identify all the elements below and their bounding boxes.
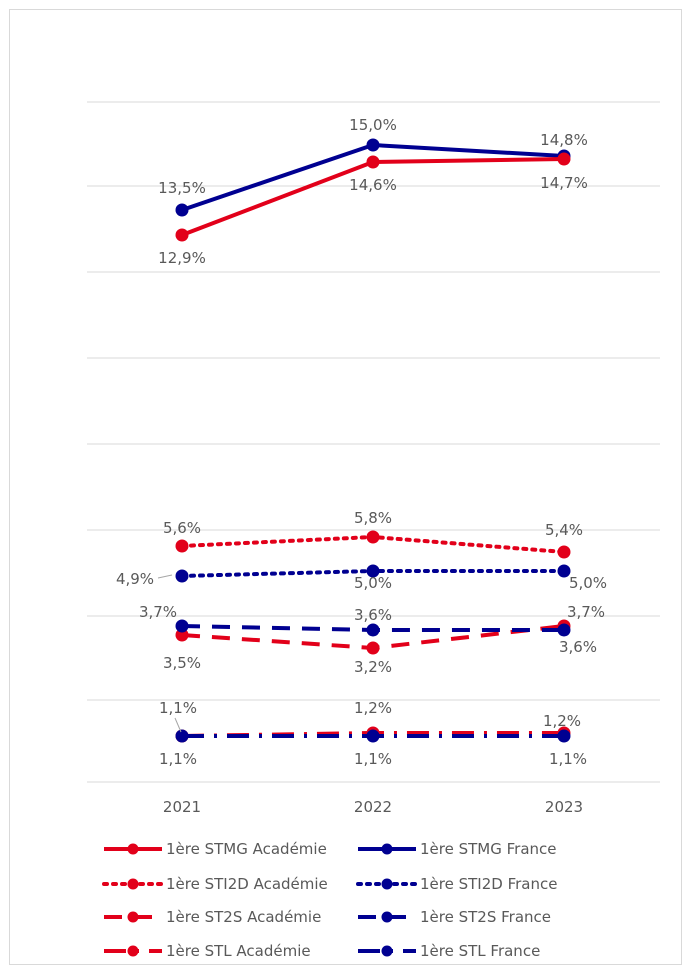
data-point [557, 545, 571, 559]
data-point [175, 619, 189, 633]
data-point [366, 530, 380, 544]
series-3 [175, 564, 571, 583]
legend-label: 1ère ST2S Académie [166, 908, 321, 926]
data-label: 1,1% [354, 750, 392, 768]
data-label: 1,1% [159, 699, 197, 717]
chart-frame [9, 9, 682, 965]
data-point [557, 564, 571, 578]
data-label: 5,4% [545, 521, 583, 539]
data-label: 14,8% [540, 131, 588, 149]
legend-marker [381, 911, 393, 923]
legend-label: 1ère STL Académie [166, 942, 311, 960]
legend-label: 1ère ST2S France [420, 908, 551, 926]
legend-item: 1ère ST2S France [358, 908, 551, 926]
data-label: 15,0% [349, 116, 397, 134]
legend-label: 1ère STMG France [420, 840, 557, 858]
data-label: 3,7% [567, 603, 605, 621]
data-label: 5,8% [354, 509, 392, 527]
series-line [180, 157, 566, 237]
gridlines [87, 101, 660, 783]
data-point [175, 729, 189, 743]
legend-item: 1ère STL France [358, 942, 540, 960]
data-point [175, 539, 189, 553]
series-5 [175, 619, 571, 637]
series-2 [175, 530, 571, 559]
x-tick-label: 2022 [354, 798, 392, 816]
data-point [366, 138, 380, 152]
legend: 1ère STMG Académie 1ère STMG France 1ère S… [102, 840, 557, 960]
legend-marker [381, 945, 393, 957]
x-tick-label: 2023 [545, 798, 583, 816]
data-point [175, 203, 189, 217]
x-axis-ticks: 2021 2022 2023 [163, 798, 583, 816]
data-point [366, 623, 380, 637]
x-tick-label: 2021 [163, 798, 201, 816]
legend-label: 1ère STL France [420, 942, 540, 960]
data-point [557, 623, 571, 637]
data-label: 3,6% [354, 606, 392, 624]
data-label: 5,0% [354, 574, 392, 592]
data-label: 14,7% [540, 174, 588, 192]
legend-marker [381, 878, 393, 890]
legend-item: 1ère STL Académie [104, 942, 311, 960]
leader-line [157, 574, 173, 579]
data-label: 3,2% [354, 658, 392, 676]
data-label: 5,0% [569, 574, 607, 592]
data-label: 1,1% [549, 750, 587, 768]
data-point [366, 641, 380, 655]
legend-marker [127, 843, 139, 855]
leader-line [174, 717, 182, 733]
legend-item: 1ère STI2D Académie [102, 875, 328, 893]
legend-item: 1ère STMG France [358, 840, 557, 858]
data-label: 3,5% [163, 654, 201, 672]
data-label: 1,1% [159, 750, 197, 768]
data-label: 12,9% [158, 249, 206, 267]
legend-label: 1ère STMG Académie [166, 840, 327, 858]
data-point [366, 155, 380, 169]
legend-label: 1ère STI2D France [420, 875, 557, 893]
series-0 [175, 152, 571, 242]
legend-item: 1ère STI2D France [356, 875, 557, 893]
data-labels: 12,9% 14,6% 14,7% 13,5% 15,0% 14,8% 5,6% 5,8% 5,… [116, 116, 607, 768]
data-point [366, 564, 380, 578]
series-7 [175, 729, 571, 743]
data-label: 3,7% [139, 603, 177, 621]
data-label: 13,5% [158, 179, 206, 197]
data-label: 5,6% [163, 519, 201, 537]
data-label: 1,2% [354, 699, 392, 717]
data-label: 1,2% [543, 712, 581, 730]
data-label: 14,6% [349, 176, 397, 194]
legend-marker [127, 878, 139, 890]
legend-label: 1ère STI2D Académie [166, 875, 328, 893]
data-point [175, 628, 189, 642]
data-point [175, 228, 189, 242]
legend-marker [127, 945, 139, 957]
legend-marker [381, 843, 393, 855]
legend-item: 1ère ST2S Académie [104, 908, 321, 926]
data-label: 3,6% [559, 638, 597, 656]
data-point [557, 152, 571, 166]
series-1 [175, 138, 571, 217]
data-point [366, 729, 380, 743]
data-point [557, 729, 571, 743]
data-point [175, 569, 189, 583]
legend-marker [127, 911, 139, 923]
data-label: 4,9% [116, 570, 154, 588]
legend-item: 1ère STMG Académie [104, 840, 327, 858]
